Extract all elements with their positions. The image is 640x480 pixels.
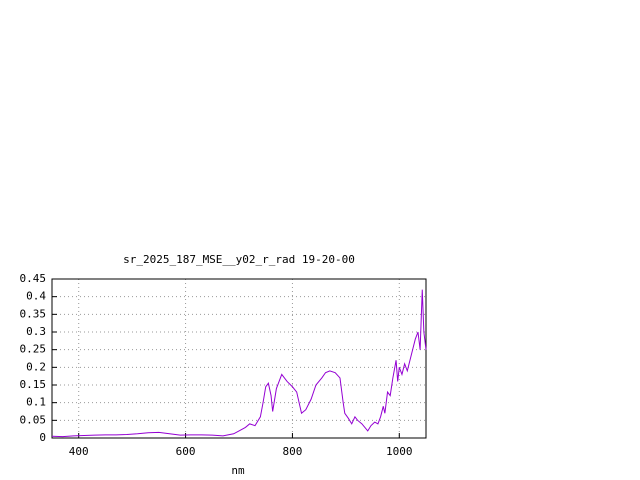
- y-tick-label: 0.15: [20, 378, 47, 391]
- x-tick-label: 1000: [386, 445, 413, 458]
- y-tick-label: 0: [39, 431, 46, 444]
- x-tick-label: 600: [176, 445, 196, 458]
- chart-title: sr_2025_187_MSE__y02_r_rad 19-20-00: [123, 253, 355, 266]
- y-tick-label: 0.05: [20, 413, 47, 426]
- y-tick-label: 0.4: [26, 290, 46, 303]
- x-tick-label: 800: [282, 445, 302, 458]
- y-tick-label: 0.3: [26, 325, 46, 338]
- data-line: [51, 289, 427, 438]
- x-tick-label: 400: [69, 445, 89, 458]
- x-axis-label: nm: [231, 464, 245, 477]
- y-tick-label: 0.1: [26, 396, 46, 409]
- plot-frame: [51, 278, 427, 439]
- y-tick-label: 0.45: [20, 272, 47, 285]
- y-tick-label: 0.2: [26, 360, 46, 373]
- y-tick-label: 0.25: [20, 343, 47, 356]
- y-tick-label: 0.35: [20, 307, 47, 320]
